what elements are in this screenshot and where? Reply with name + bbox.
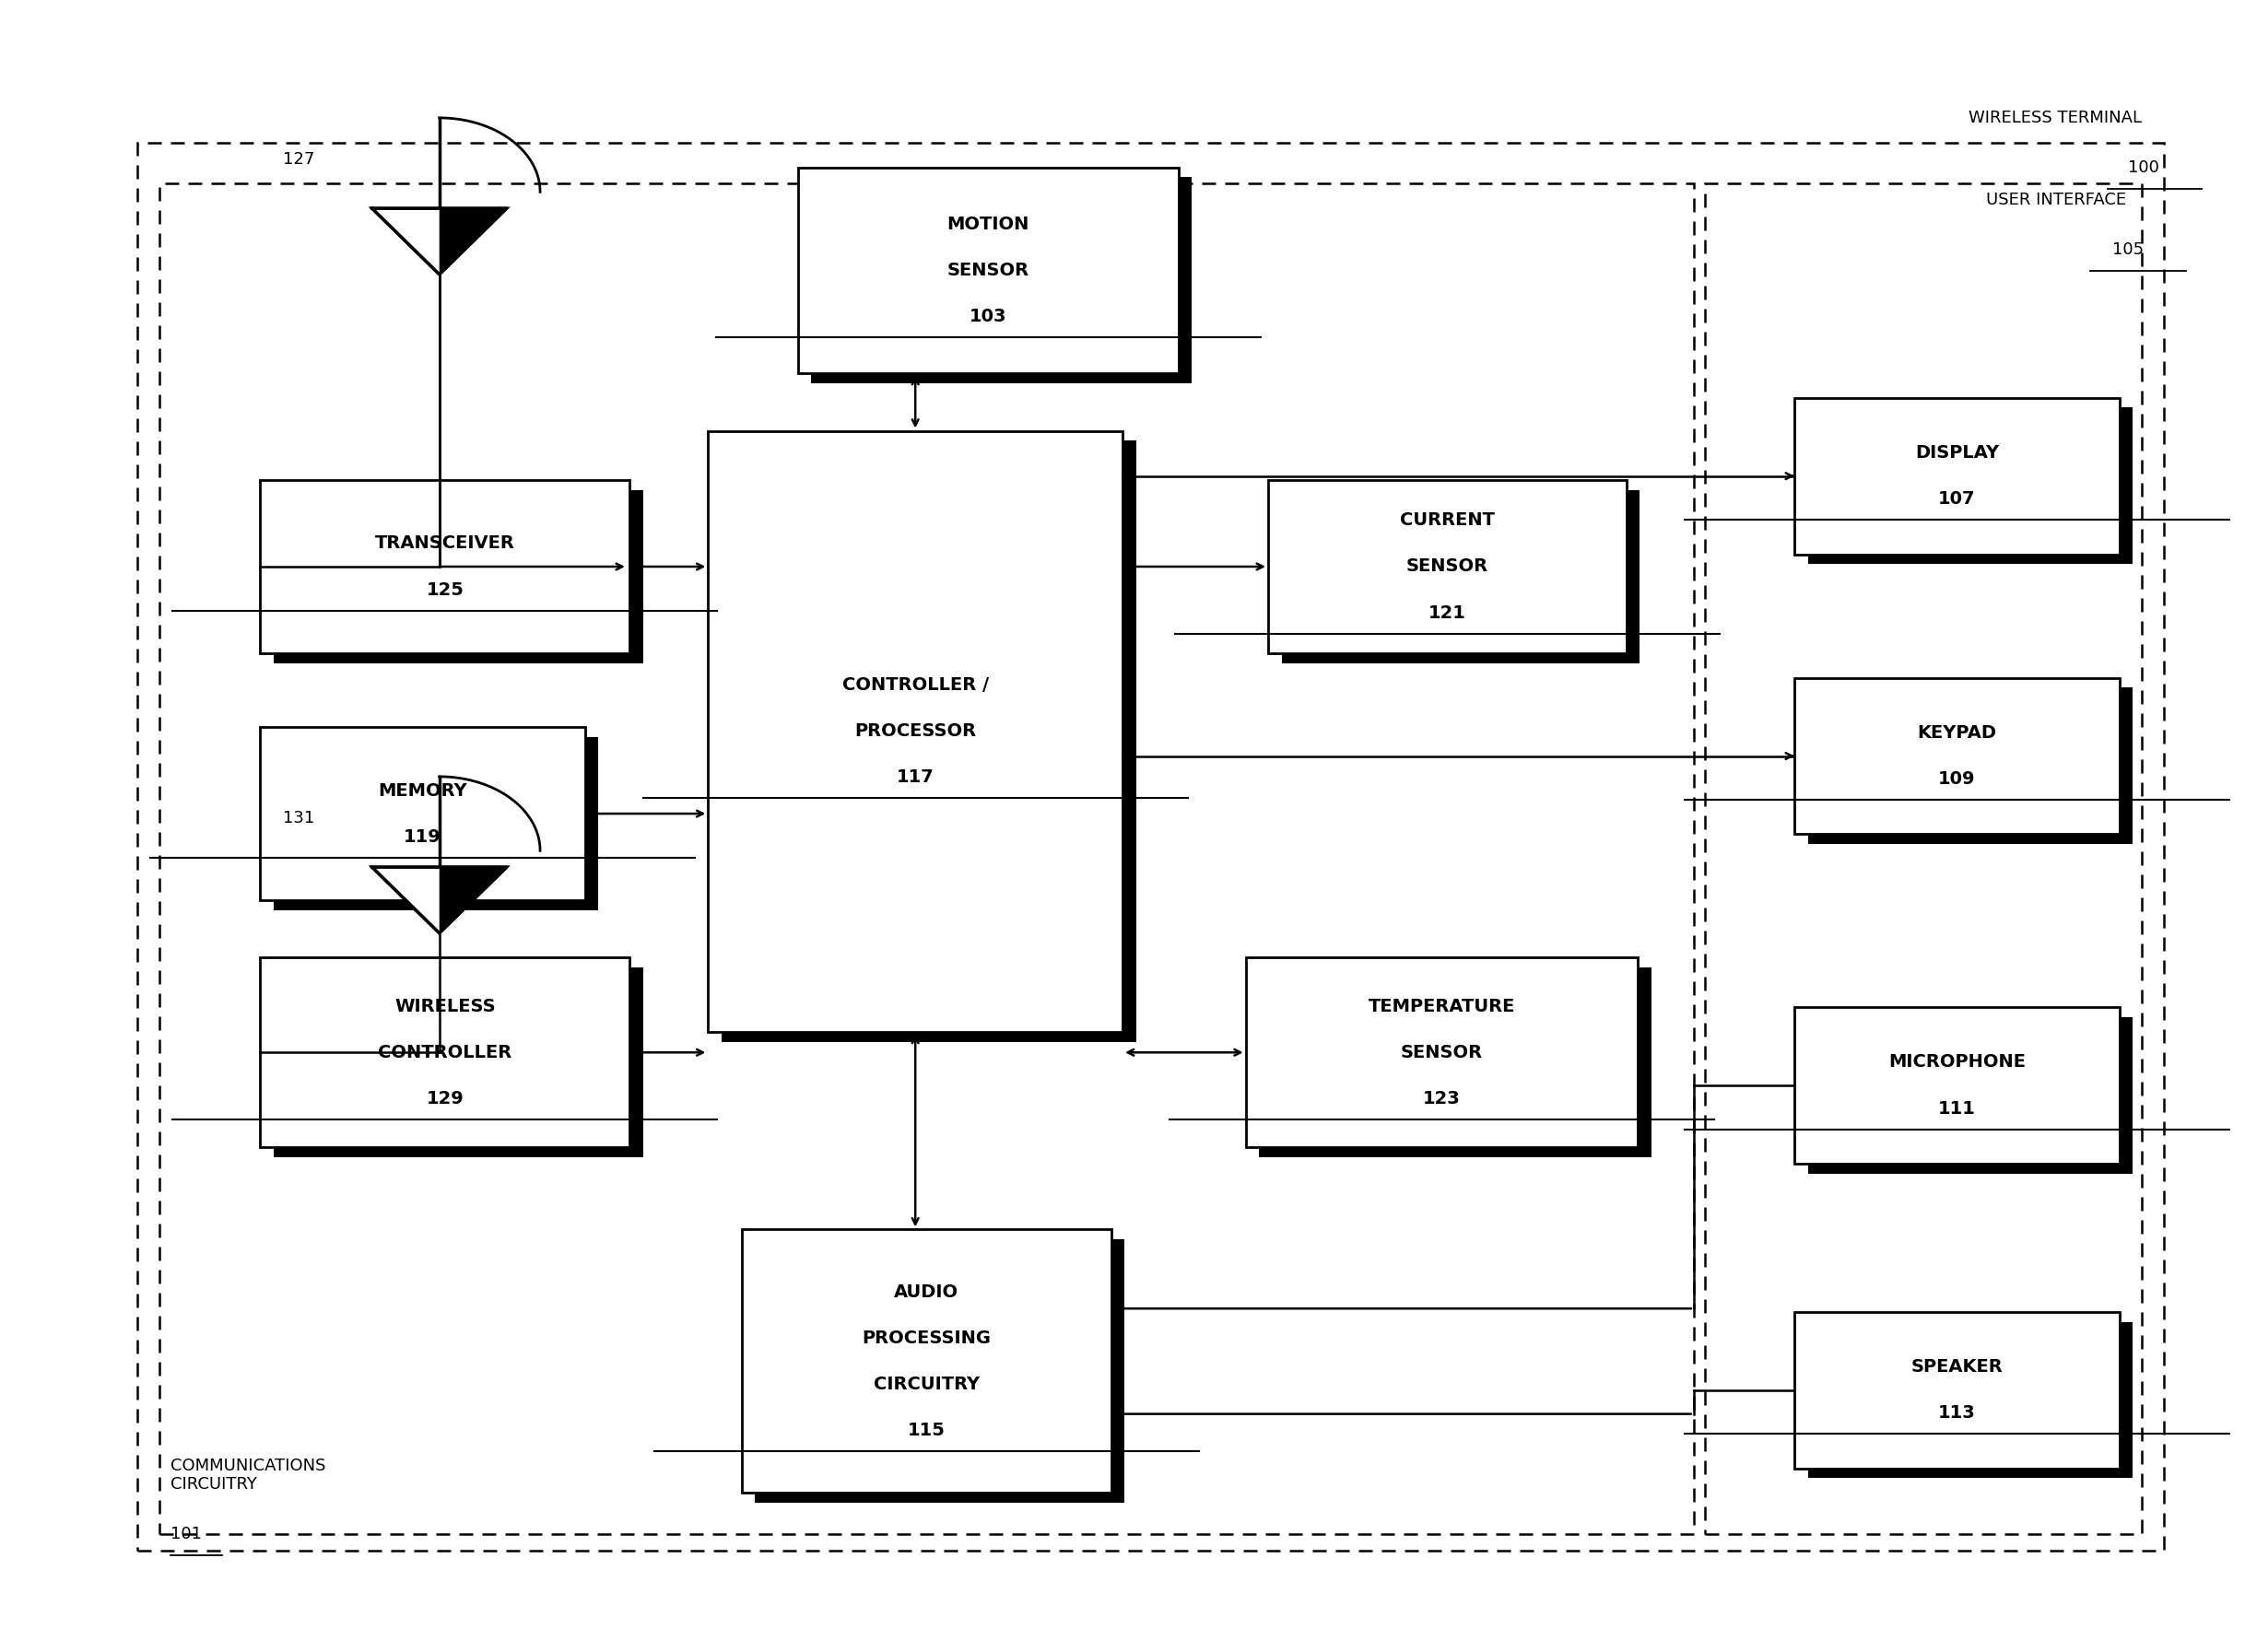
Bar	[274, 737, 599, 910]
Text: PROCESSING: PROCESSING	[862, 1330, 990, 1346]
Bar	[1794, 677, 2119, 834]
Text: CURRENT: CURRENT	[1401, 512, 1495, 529]
Text: 129: 129	[427, 1090, 465, 1107]
Text: 105: 105	[2113, 241, 2144, 258]
Text: USER INTERFACE: USER INTERFACE	[1987, 192, 2126, 208]
Text: 117: 117	[896, 768, 934, 786]
Text: 109: 109	[1937, 770, 1976, 788]
Bar	[1807, 1018, 2133, 1173]
Bar	[1794, 1008, 2119, 1163]
Text: SENSOR: SENSOR	[1401, 1044, 1482, 1061]
Bar	[1704, 183, 2142, 1535]
Bar	[707, 431, 1122, 1032]
Bar	[1246, 958, 1637, 1146]
Bar	[260, 481, 631, 653]
Text: 101: 101	[171, 1526, 202, 1543]
Text: TEMPERATURE: TEMPERATURE	[1367, 998, 1515, 1014]
Text: WIRELESS TERMINAL: WIRELESS TERMINAL	[1969, 109, 2142, 126]
Text: 107: 107	[1937, 491, 1976, 507]
Bar	[810, 177, 1192, 383]
Bar	[260, 727, 586, 900]
Bar	[1282, 491, 1639, 662]
Polygon shape	[440, 208, 507, 274]
Text: 113: 113	[1937, 1404, 1976, 1422]
Text: 125: 125	[427, 582, 465, 598]
Text: 131: 131	[283, 809, 314, 826]
Bar	[159, 183, 1693, 1535]
Text: MOTION: MOTION	[947, 215, 1028, 233]
Text: 119: 119	[404, 828, 442, 846]
Text: COMMUNICATIONS
CIRCUITRY: COMMUNICATIONS CIRCUITRY	[171, 1457, 326, 1493]
Bar	[754, 1239, 1125, 1503]
Bar	[1794, 398, 2119, 555]
Text: SPEAKER: SPEAKER	[1910, 1358, 2003, 1376]
Text: CONTROLLER /: CONTROLLER /	[842, 676, 988, 694]
Bar	[1807, 687, 2133, 844]
Bar	[797, 167, 1179, 373]
Text: KEYPAD: KEYPAD	[1917, 724, 1996, 742]
Bar	[1807, 408, 2133, 563]
Text: MICROPHONE: MICROPHONE	[1888, 1054, 2025, 1070]
Bar	[1794, 1312, 2119, 1469]
Text: 111: 111	[1937, 1100, 1976, 1117]
Text: SENSOR: SENSOR	[1405, 558, 1488, 575]
Text: MEMORY: MEMORY	[377, 781, 467, 800]
Text: CIRCUITRY: CIRCUITRY	[873, 1376, 979, 1393]
Polygon shape	[373, 867, 507, 933]
Text: 103: 103	[970, 307, 1006, 325]
Text: SENSOR: SENSOR	[947, 261, 1028, 279]
Text: CONTROLLER: CONTROLLER	[377, 1044, 512, 1061]
Text: WIRELESS: WIRELESS	[395, 998, 496, 1014]
Text: DISPLAY: DISPLAY	[1915, 444, 1998, 463]
Text: 115: 115	[907, 1422, 945, 1439]
Bar	[137, 142, 2164, 1551]
Polygon shape	[440, 867, 507, 933]
Text: 123: 123	[1423, 1090, 1461, 1107]
Polygon shape	[373, 208, 507, 274]
Bar	[741, 1229, 1111, 1493]
Bar	[1259, 968, 1650, 1156]
Text: 127: 127	[283, 150, 314, 167]
Bar	[260, 958, 631, 1146]
Bar	[274, 491, 642, 662]
Bar	[721, 441, 1136, 1042]
Text: AUDIO: AUDIO	[894, 1284, 959, 1300]
Text: TRANSCEIVER: TRANSCEIVER	[375, 535, 514, 552]
Bar	[1268, 481, 1625, 653]
Bar	[1807, 1322, 2133, 1479]
Bar	[274, 968, 642, 1156]
Text: PROCESSOR: PROCESSOR	[855, 722, 977, 740]
Text: 100: 100	[2128, 159, 2160, 175]
Text: 121: 121	[1428, 605, 1466, 621]
